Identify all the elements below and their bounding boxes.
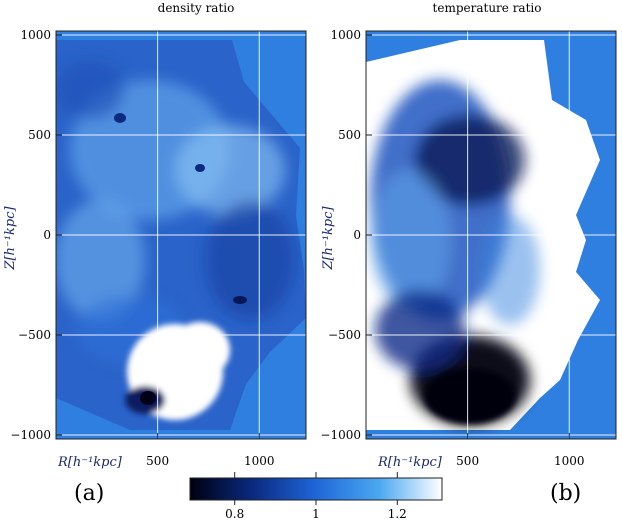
- y-tick-label-density: −1000: [10, 428, 51, 442]
- panel-temperature: temperature ratio: [320, 1, 617, 506]
- panel-title-density: density ratio: [158, 1, 235, 15]
- panel-density: density ratio: [3, 1, 307, 506]
- y-tick-label-density: 0: [43, 228, 51, 242]
- x-axis-label-temperature: R[h⁻¹kpc]: [377, 455, 443, 470]
- grid-temperature: [366, 31, 616, 439]
- colorbar: 0.8 1 1.2: [189, 472, 443, 521]
- temperature-map: [366, 40, 600, 430]
- colorbar-tick-label: 1: [312, 507, 320, 521]
- x-tick-label-temperature: 1000: [554, 454, 585, 468]
- y-axis-label-density: Z[h⁻¹kpc]: [3, 206, 18, 271]
- ticks-density: 500 1000 1000 500 0 −500 −1000: [10, 28, 274, 468]
- y-tick-label-temperature: 500: [338, 128, 361, 142]
- colorbar-ticks: 0.8 1 1.2: [225, 472, 407, 521]
- colorbar-gradient: [189, 477, 443, 501]
- y-axis-label-temperature: Z[h⁻¹kpc]: [321, 206, 336, 271]
- panel-label-b: (b): [550, 481, 581, 506]
- y-tick-label-temperature: −500: [328, 328, 361, 342]
- colorbar-tick-label: 1.2: [388, 507, 407, 521]
- x-axis-label-density: R[h⁻¹kpc]: [57, 455, 123, 470]
- x-tick-label-density: 500: [146, 454, 169, 468]
- y-tick-label-temperature: −1000: [320, 428, 361, 442]
- x-tick-label-density: 1000: [244, 454, 275, 468]
- panel-title-temperature: temperature ratio: [433, 1, 542, 15]
- y-tick-label-temperature: 0: [353, 228, 361, 242]
- colorbar-tick-label: 0.8: [225, 507, 244, 521]
- panel-label-a: (a): [74, 481, 104, 506]
- y-tick-label-density: 500: [28, 128, 51, 142]
- y-tick-label-temperature: 1000: [330, 28, 361, 42]
- ticks-temperature: 500 1000 1000 500 0 −500 −1000: [320, 28, 584, 468]
- x-tick-label-temperature: 500: [456, 454, 479, 468]
- y-tick-label-density: 1000: [20, 28, 51, 42]
- y-tick-label-density: −500: [18, 328, 51, 342]
- grid-density: [56, 31, 306, 439]
